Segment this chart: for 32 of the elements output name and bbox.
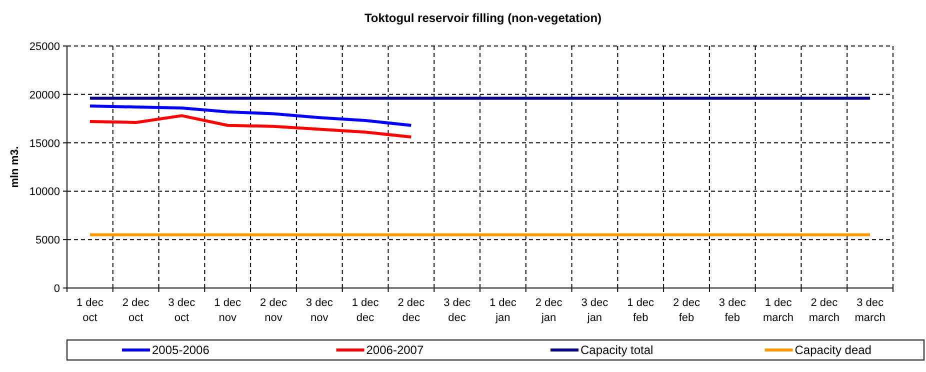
x-tick-label: 2 dec nov [260, 297, 288, 324]
x-tick-label: 2 dec oct [122, 297, 150, 324]
x-tick-label: 1 dec feb [627, 297, 655, 324]
y-tick-label: 10000 [29, 186, 60, 198]
legend-label: Capacity dead [794, 343, 872, 357]
y-tick-label: 25000 [29, 41, 60, 53]
line-series [88, 104, 413, 127]
legend-label: 2006-2007 [366, 343, 424, 357]
x-tick-label: 1 dec nov [214, 297, 242, 324]
legend-label: 2005-2006 [152, 343, 210, 357]
x-tick-label: 1 dec dec [352, 297, 380, 324]
x-tick-label: 1 dec march [762, 297, 794, 324]
y-tick-label: 0 [54, 283, 60, 295]
x-tick-label: 3 dec dec [444, 297, 472, 324]
chart-title: Toktogul reservoir filling (non-vegetation) [364, 11, 602, 25]
x-tick-label: 1 dec jan [489, 297, 517, 324]
legend-label: Capacity total [580, 343, 654, 357]
y-tick-label: 5000 [36, 234, 60, 247]
x-tick-label: 3 dec march [854, 297, 886, 324]
x-tick-label: 3 dec oct [168, 297, 196, 324]
x-tick-label: 2 dec march [808, 297, 840, 324]
y-axis-title: mln m3. [9, 146, 21, 188]
x-tick-label: 2 dec dec [398, 297, 426, 324]
x-tick-label: 3 dec feb [718, 297, 746, 324]
y-tick-label: 15000 [29, 138, 60, 150]
y-tick-label: 20000 [29, 89, 60, 102]
x-tick-label: 2 dec jan [535, 297, 563, 324]
line-series [88, 114, 413, 138]
x-tick-label: 3 dec nov [306, 297, 334, 324]
x-tick-label: 2 dec feb [673, 297, 700, 324]
x-tick-label: 1 dec oct [76, 297, 104, 324]
x-tick-label: 3 dec jan [581, 297, 609, 324]
